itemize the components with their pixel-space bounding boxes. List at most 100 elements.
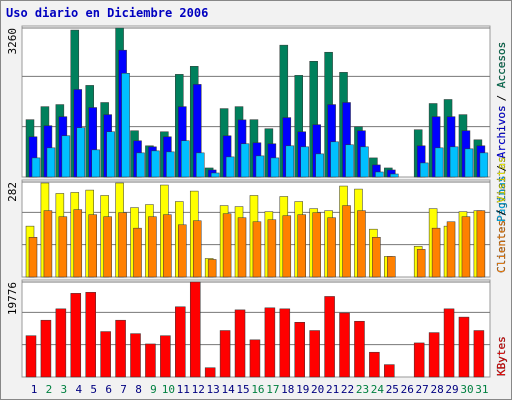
legend: Páginas/ Archivos/ Accesos — [495, 42, 508, 222]
x-tick-label: 25 — [386, 383, 399, 396]
x-tick-label: 11 — [177, 383, 190, 396]
bar — [219, 330, 231, 378]
bar — [312, 212, 321, 278]
bar — [237, 217, 247, 278]
bar — [297, 214, 306, 278]
bar — [25, 335, 37, 378]
x-tick-label: 29 — [445, 383, 458, 396]
bar — [28, 236, 38, 278]
bar — [458, 316, 470, 378]
bar — [270, 157, 280, 178]
bar — [473, 330, 485, 378]
x-tick-label: 12 — [192, 383, 205, 396]
x-tick-label: 17 — [266, 383, 279, 396]
x-tick-label: 14 — [221, 383, 235, 396]
legend-entry: Archivos — [495, 105, 508, 158]
bar — [240, 143, 250, 178]
y-tick-label: 282 — [6, 182, 19, 202]
bar — [103, 216, 112, 278]
x-tick-label: 4 — [75, 383, 82, 396]
bar — [285, 145, 295, 178]
bar — [115, 319, 126, 378]
bar — [327, 217, 336, 278]
x-tick-label: 19 — [296, 383, 309, 396]
bar — [309, 330, 320, 378]
bar — [449, 146, 459, 178]
bar — [279, 308, 291, 378]
bar — [58, 216, 68, 278]
bar — [61, 135, 71, 178]
x-tick-label: 5 — [90, 383, 97, 396]
bar — [315, 153, 324, 178]
bar — [375, 171, 384, 178]
legend-separator: / — [495, 95, 508, 102]
bar — [192, 220, 202, 278]
x-tick-label: 24 — [371, 383, 385, 396]
x-tick-label: 21 — [326, 383, 339, 396]
bar — [416, 249, 426, 278]
y-tick-label: 19776 — [6, 282, 19, 315]
bar — [342, 205, 351, 278]
bar — [148, 216, 157, 278]
x-tick-label: 13 — [207, 383, 220, 396]
bar — [345, 144, 354, 178]
x-tick-label: 28 — [430, 383, 443, 396]
bar — [300, 146, 309, 178]
bar — [234, 309, 246, 378]
bar — [160, 335, 171, 378]
bar — [252, 221, 262, 278]
bar — [178, 224, 187, 278]
bar — [461, 216, 471, 278]
bar — [428, 332, 440, 378]
bar — [121, 72, 130, 178]
bar — [294, 322, 305, 378]
legend-separator: / — [495, 209, 508, 216]
bar — [431, 227, 441, 278]
x-tick-label: 15 — [236, 383, 249, 396]
bar — [43, 210, 53, 278]
x-tick-label: 1 — [31, 383, 38, 396]
bar — [479, 152, 489, 178]
x-tick-label: 30 — [460, 383, 473, 396]
bar — [136, 152, 145, 178]
chart-title: Uso diario en Diciembre 2006 — [6, 6, 208, 20]
bar — [100, 331, 111, 378]
bar — [189, 281, 201, 378]
bar — [151, 150, 160, 178]
bar — [267, 219, 277, 278]
bar — [476, 210, 486, 278]
bar — [70, 293, 82, 378]
bar — [175, 306, 186, 378]
bar — [369, 351, 380, 378]
bar — [40, 319, 52, 378]
x-tick-label: 7 — [120, 383, 127, 396]
x-tick-label: 20 — [311, 383, 324, 396]
bar — [207, 259, 217, 278]
bar — [181, 140, 190, 178]
x-tick-label: 3 — [61, 383, 68, 396]
bar — [133, 227, 142, 278]
bar — [357, 210, 366, 278]
bar — [384, 364, 395, 378]
bar — [282, 215, 292, 278]
x-tick-label: 2 — [46, 383, 53, 396]
bar — [249, 339, 261, 378]
legend-entry: KBytes — [495, 336, 508, 376]
bar — [372, 236, 381, 278]
bar — [91, 149, 100, 178]
bar — [88, 214, 97, 278]
x-tick-label: 16 — [251, 383, 264, 396]
x-tick-label: 31 — [475, 383, 488, 396]
bar — [446, 221, 456, 278]
legend-entry: Clientes — [495, 220, 508, 273]
legend-separator: / — [495, 165, 508, 172]
bar — [145, 343, 156, 378]
x-tick-label: 26 — [401, 383, 414, 396]
bar — [225, 156, 235, 178]
legend: KBytes — [495, 336, 508, 376]
bar — [55, 308, 67, 378]
x-tick-label: 9 — [150, 383, 157, 396]
legend-entry: Visitas — [495, 156, 508, 202]
bar — [73, 209, 83, 278]
y-tick-label: 3260 — [6, 28, 19, 55]
